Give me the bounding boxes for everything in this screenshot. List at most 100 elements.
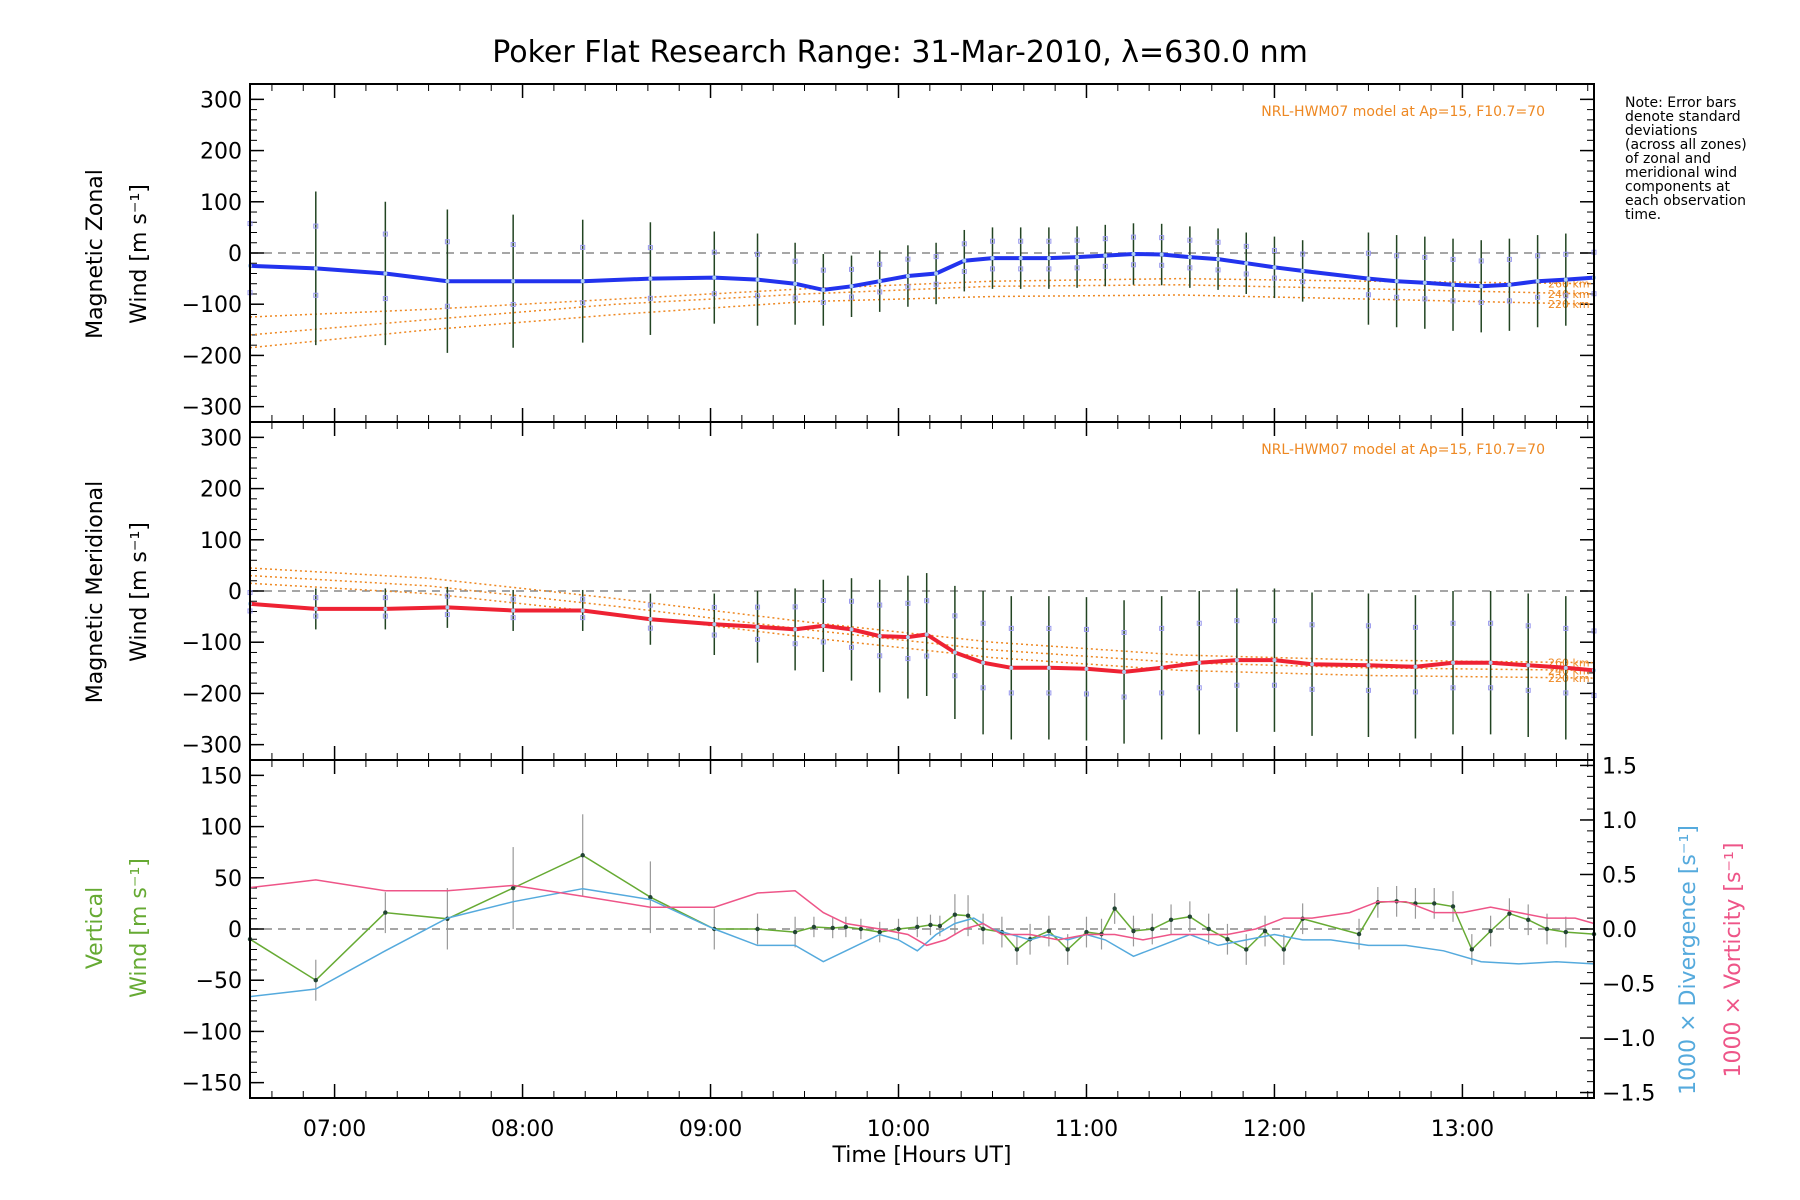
zone-point: [1478, 258, 1484, 264]
zone-point: [1215, 267, 1221, 273]
wind-point: [924, 632, 929, 637]
zone-point: [1243, 271, 1249, 277]
zone-point: [1271, 618, 1277, 624]
zone-point: [1243, 243, 1249, 249]
zone-point: [382, 296, 388, 302]
zone-point: [1159, 625, 1165, 631]
vertical-wind-point: [648, 895, 653, 900]
zone-point: [1083, 691, 1089, 697]
wind-point: [1535, 279, 1540, 284]
wind-point: [712, 622, 717, 627]
zonal-wind-line: [249, 251, 1595, 292]
y-tick-label: −300: [182, 396, 242, 421]
zone-point: [1159, 690, 1165, 696]
zone-point: [1563, 690, 1569, 696]
meridional-model-label: NRL-HWM07 model at Ap=15, F10.7=70: [1261, 442, 1545, 458]
zone-point: [580, 615, 586, 621]
vertical-wind-point: [1084, 929, 1089, 935]
model-altitude-label: 220 km: [1548, 672, 1590, 685]
wind-point: [1563, 277, 1568, 282]
zone-point: [1525, 623, 1531, 629]
series-line: [249, 887, 1595, 998]
y-tick-label: 100: [200, 191, 242, 216]
zone-point: [905, 656, 911, 662]
wind-point: [1413, 664, 1418, 669]
zone-point: [905, 600, 911, 606]
zone-point: [580, 244, 586, 250]
vertical-wind-point: [1150, 926, 1155, 932]
vertical-wind-point: [896, 926, 901, 932]
zone-point: [382, 595, 388, 601]
wind-point: [1197, 660, 1202, 665]
zone-point: [877, 289, 883, 295]
y-tick-label: 300: [200, 426, 242, 451]
zone-point: [580, 596, 586, 602]
y2-tick-label: 0.0: [1602, 918, 1637, 943]
zone-point: [989, 238, 995, 244]
zone-point: [1159, 235, 1165, 241]
wind-point: [712, 275, 717, 280]
wind-point: [1310, 662, 1315, 667]
vertical-wind-point: [1262, 928, 1268, 934]
zone-point: [1271, 275, 1277, 281]
wind-point: [877, 634, 882, 639]
zone-point: [820, 267, 826, 273]
wind-point: [1394, 279, 1399, 284]
wind-point: [1507, 282, 1512, 287]
model-curve: [249, 574, 1595, 672]
y-tick-label: 0: [228, 242, 242, 267]
zone-point: [1159, 262, 1165, 268]
zone-point: [1412, 624, 1418, 630]
zone-point: [1365, 250, 1371, 256]
zone-point: [1121, 629, 1127, 635]
zone-point: [1074, 265, 1080, 271]
vertical-wind-point: [811, 924, 817, 930]
zone-point: [755, 251, 761, 257]
vertical-wind-point: [383, 910, 388, 915]
zone-point: [820, 299, 826, 305]
zone-point: [1365, 292, 1371, 298]
wind-point: [849, 284, 854, 289]
zone-point: [1309, 686, 1315, 692]
zone-point: [1422, 254, 1428, 260]
meridional-ylabel-line1: Magnetic Meridional: [83, 481, 108, 703]
wind-point: [1018, 256, 1023, 261]
zone-point: [1018, 266, 1024, 272]
zone-point: [877, 261, 883, 267]
zone-point: [1121, 694, 1127, 700]
zone-point: [313, 613, 319, 619]
y-tick-label: 100: [200, 529, 242, 554]
zone-point: [755, 293, 761, 299]
zone-point: [924, 598, 930, 604]
wind-point: [905, 274, 910, 279]
zone-point: [1102, 236, 1108, 242]
wind-point: [1122, 669, 1127, 674]
vertical-frame: [249, 759, 1595, 1099]
vertical-wind-point: [1065, 947, 1070, 952]
x-tick-label: 09:00: [679, 1117, 742, 1142]
vertical-wind-point: [965, 913, 971, 918]
wind-point: [1272, 658, 1277, 663]
vertical-wind-point: [1244, 947, 1249, 952]
model-altitude-label: 220 km: [1548, 298, 1590, 311]
wind-point: [793, 627, 798, 632]
wind-point: [962, 258, 967, 263]
zone-point: [1083, 626, 1089, 632]
zone-point: [1102, 263, 1108, 269]
wind-point: [1131, 252, 1136, 257]
y2-tick-label: −1.0: [1602, 1027, 1655, 1052]
y-tick-label: 100: [200, 816, 242, 841]
zone-point: [444, 612, 450, 618]
vertical-wind-point: [1187, 914, 1193, 919]
wind-point: [1216, 257, 1221, 262]
zone-point: [933, 281, 939, 287]
zone-point: [1271, 247, 1277, 253]
zone-point: [849, 644, 855, 650]
y-tick-label: 200: [200, 478, 242, 503]
zone-point: [820, 597, 826, 603]
zone-point: [1008, 690, 1014, 696]
vertical-wind-point: [1281, 947, 1287, 952]
wind-point: [1366, 663, 1371, 668]
vertical-wind-point: [1526, 917, 1531, 922]
zone-point: [820, 639, 826, 645]
